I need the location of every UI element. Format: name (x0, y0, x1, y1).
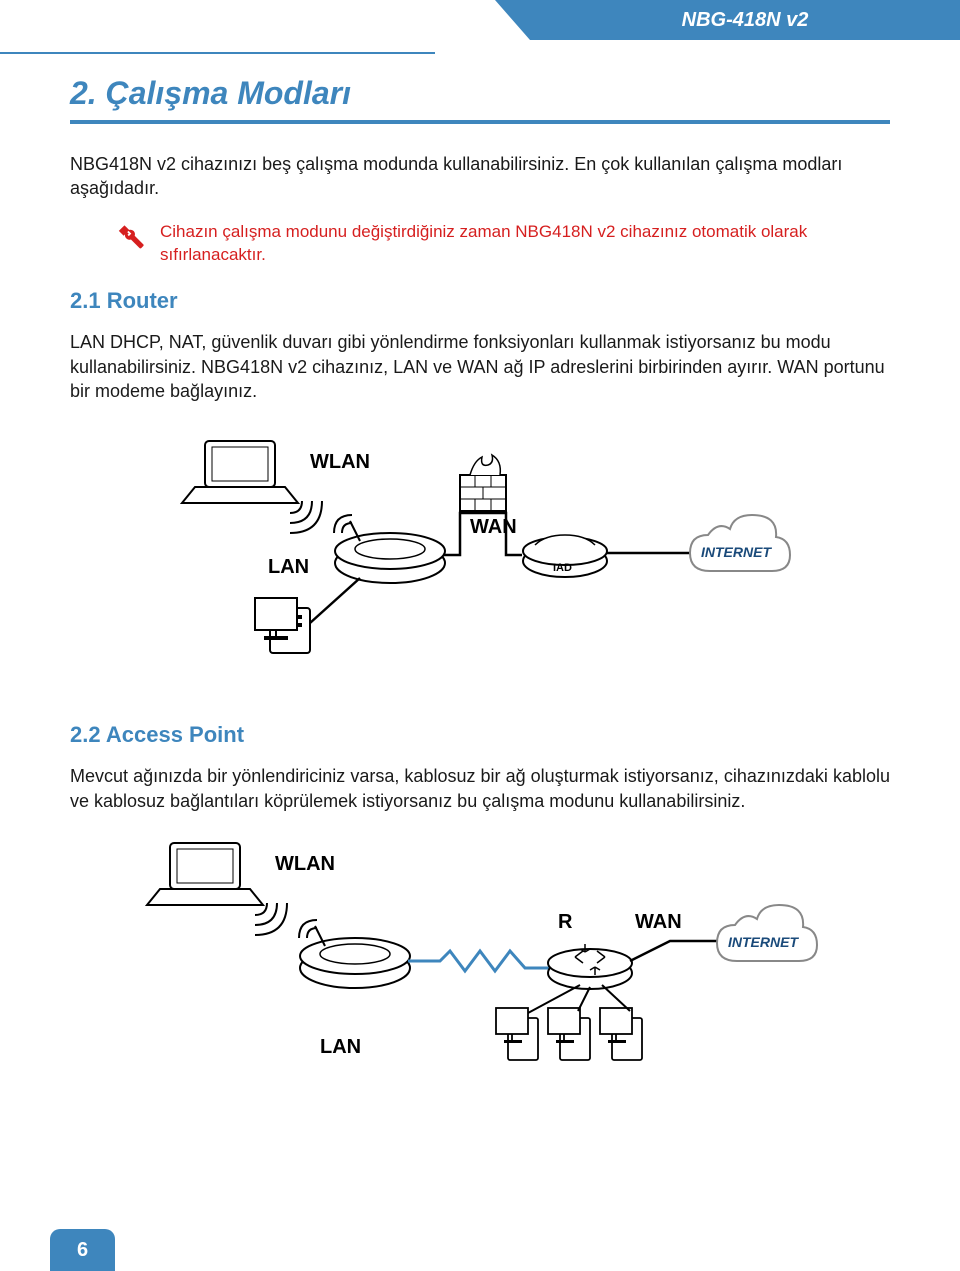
desktop-pc-icon (496, 1008, 538, 1060)
internet-cloud-icon: INTERNET (690, 515, 790, 571)
title-underline (70, 120, 890, 124)
router-body: LAN DHCP, NAT, güvenlik duvarı gibi yönl… (70, 330, 890, 403)
wlan-label: WLAN (275, 853, 335, 875)
router-diagram: WLAN LAN WAN (160, 423, 800, 663)
internet-label: INTERNET (701, 544, 772, 560)
wan-cable (630, 941, 725, 961)
pc-cable (602, 985, 630, 1011)
product-name: NBG-418N v2 (682, 9, 809, 32)
page-content: 2. Çalışma Modları NBG418N v2 cihazınızı… (70, 75, 890, 1083)
page-number-value: 6 (77, 1239, 88, 1262)
wan-label: WAN (470, 516, 517, 538)
blue-cable (408, 951, 555, 971)
wan-label: WAN (635, 911, 682, 933)
iad-device-icon: IAD (523, 535, 607, 577)
wifi-arcs-icon (255, 903, 287, 935)
lan-cable (310, 578, 360, 623)
header-banner: NBG-418N v2 (530, 0, 960, 40)
ap-wifi-icon (299, 920, 317, 938)
ap-body: Mevcut ağınızda bir yönlendiriciniz vars… (70, 764, 890, 813)
laptop-icon (182, 441, 298, 503)
warning-note: Cihazın çalışma modunu değiştirdiğiniz z… (118, 221, 890, 267)
wlan-label: WLAN (310, 451, 370, 473)
intro-paragraph: NBG418N v2 cihazınızı beş çalışma modund… (70, 152, 890, 201)
internet-cloud-icon: INTERNET (717, 905, 817, 961)
desktop-pc-icon (600, 1008, 642, 1060)
lan-label: LAN (320, 1036, 361, 1058)
section-heading-router: 2.1 Router (70, 288, 890, 314)
pc-cable (578, 987, 590, 1011)
ap-diagram: WLAN LAN R (130, 833, 830, 1083)
lan-label: LAN (268, 556, 309, 578)
tools-icon (118, 223, 146, 256)
chapter-title: 2. Çalışma Modları (70, 75, 890, 112)
router-device-icon (335, 521, 445, 583)
wifi-arcs-icon (290, 501, 322, 533)
router-wifi-icon (334, 515, 352, 533)
iad-label: IAD (553, 562, 572, 574)
desktop-pc-icon (255, 598, 310, 653)
ap-device-icon (300, 926, 410, 988)
page-number: 6 (50, 1229, 115, 1271)
laptop-icon (147, 843, 263, 905)
router-r-icon (548, 944, 632, 989)
firewall-icon (460, 455, 506, 511)
section-heading-ap: 2.2 Access Point (70, 722, 890, 748)
desktop-pc-icon (548, 1008, 590, 1060)
header-rule (0, 52, 435, 54)
r-label: R (558, 911, 573, 933)
internet-label: INTERNET (728, 934, 799, 950)
warning-text: Cihazın çalışma modunu değiştirdiğiniz z… (160, 221, 890, 267)
